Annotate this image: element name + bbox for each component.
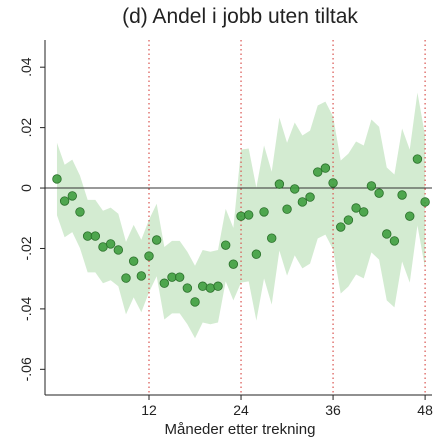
data-point bbox=[190, 297, 200, 307]
data-point bbox=[136, 271, 147, 281]
x-tick-label: 12 bbox=[141, 402, 157, 418]
data-point bbox=[282, 204, 292, 214]
chart-title: (d) Andel i jobb uten tiltak bbox=[122, 5, 358, 28]
data-point bbox=[374, 188, 384, 198]
data-point bbox=[397, 190, 407, 200]
data-point bbox=[259, 207, 269, 217]
data-point bbox=[420, 197, 430, 207]
x-tick-label: 48 bbox=[417, 402, 433, 418]
data-point bbox=[274, 179, 285, 189]
y-tick-label: .04 bbox=[18, 57, 34, 77]
data-point bbox=[213, 281, 223, 291]
data-point bbox=[236, 211, 246, 221]
data-point bbox=[121, 273, 131, 283]
data-point bbox=[151, 235, 162, 245]
data-point bbox=[144, 251, 154, 261]
data-point bbox=[228, 259, 239, 269]
data-point bbox=[320, 163, 331, 173]
data-point bbox=[220, 240, 231, 250]
data-point bbox=[290, 184, 300, 194]
data-point bbox=[159, 278, 170, 288]
data-point bbox=[405, 211, 415, 221]
y-tick-label: -.06 bbox=[18, 357, 34, 381]
data-point bbox=[182, 283, 193, 293]
data-point bbox=[382, 229, 392, 239]
x-tick-label: 36 bbox=[325, 402, 341, 418]
data-point bbox=[412, 154, 423, 164]
data-point bbox=[313, 167, 323, 177]
data-point bbox=[197, 281, 208, 291]
data-point bbox=[351, 203, 361, 213]
data-point bbox=[297, 197, 308, 207]
data-point bbox=[359, 207, 369, 217]
y-tick-label: 0 bbox=[18, 184, 34, 192]
x-axis-label: Måneder etter trekning bbox=[165, 421, 316, 438]
data-point bbox=[267, 233, 277, 243]
data-point bbox=[251, 249, 262, 259]
data-point bbox=[328, 178, 338, 188]
data-point bbox=[105, 239, 116, 249]
data-point bbox=[90, 231, 101, 241]
data-point bbox=[75, 207, 85, 217]
data-point bbox=[343, 215, 354, 225]
data-point bbox=[128, 256, 139, 266]
data-point bbox=[59, 196, 70, 206]
data-point bbox=[113, 245, 124, 255]
data-point bbox=[336, 222, 346, 232]
data-point bbox=[366, 181, 377, 191]
data-point bbox=[52, 174, 62, 184]
y-tick-label: -.02 bbox=[18, 236, 34, 260]
data-point bbox=[205, 283, 216, 293]
y-tick-label: .02 bbox=[18, 118, 34, 138]
y-tick-label: -.04 bbox=[18, 297, 34, 321]
x-tick-label: 24 bbox=[233, 402, 249, 418]
data-point bbox=[67, 191, 78, 201]
data-point bbox=[389, 236, 400, 246]
data-point bbox=[244, 210, 254, 220]
data-point bbox=[174, 272, 185, 282]
data-point bbox=[305, 192, 315, 202]
